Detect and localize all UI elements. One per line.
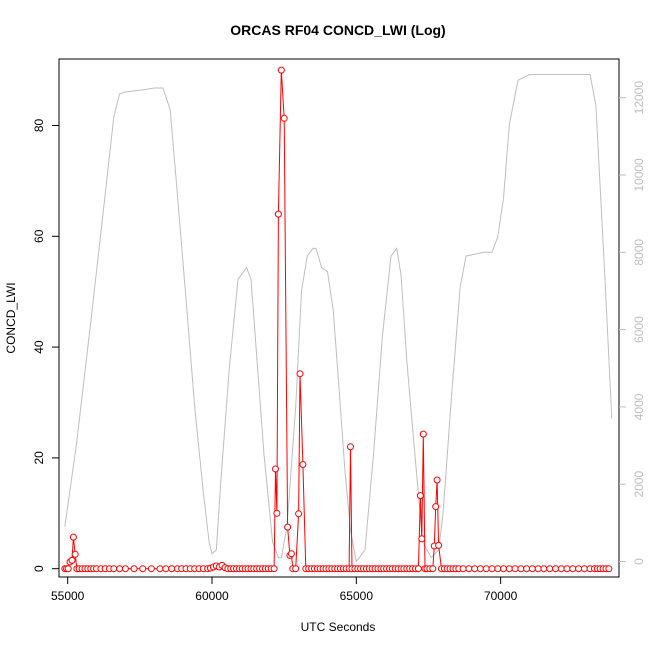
data-point [116,565,124,573]
data-point [280,114,288,122]
data-point [500,565,507,573]
y2-tick-label: 10000 [632,158,646,192]
data-point [110,565,118,573]
data-point [347,443,354,451]
data-point [605,565,613,573]
data-point [270,565,278,573]
concd-lwi-series-line [64,70,609,570]
y2-tick-label: 4000 [632,393,646,420]
data-point [552,565,559,573]
data-point [273,509,281,517]
data-point [505,565,513,573]
data-point [435,541,443,549]
data-point [272,465,279,473]
x-tick-label: 70000 [484,589,518,603]
data-point [528,565,536,573]
y2-tick-label: 12000 [632,81,646,115]
y-tick-label: 20 [32,451,46,465]
data-point [476,565,484,573]
y2-axis: 0 2000 4000 6000 8000 10000 12000 [619,81,646,565]
data-point [274,210,282,218]
data-point [511,565,519,573]
plot-frame [58,58,620,578]
data-point [130,565,138,573]
y-tick-label: 80 [32,118,46,132]
data-point [284,523,292,531]
y-tick-label: 0 [32,565,46,572]
altitude-series-line [64,74,613,563]
data-point [139,565,147,573]
y-axis-label: CONCD_LWI [4,282,18,353]
y2-tick-label: 0 [632,558,646,565]
data-point [432,503,440,511]
data-point [569,565,577,573]
data-point [162,565,170,573]
data-point [546,565,554,573]
x-axis-label: UTC Seconds [301,620,376,634]
x-tick-label: 65000 [340,589,374,603]
data-point [156,565,164,573]
data-point [64,565,72,573]
data-point [580,565,588,573]
data-point [563,565,571,573]
data-point [292,565,300,573]
data-point [575,565,583,573]
data-point [418,535,426,543]
data-point [295,510,303,518]
data-point [419,430,427,438]
data-point [433,476,441,484]
data-point [416,492,424,500]
data-point [557,565,565,573]
chart-title: ORCAS RF04 CONCD_LWI (Log) [230,22,445,38]
data-point [68,556,76,564]
data-point [299,461,307,468]
data-point [147,565,155,573]
data-point [69,533,77,541]
data-point [534,565,542,573]
data-point [540,565,548,573]
data-point [429,565,437,573]
data-point [482,565,490,573]
y-axis: 0 20 40 60 80 [32,118,59,572]
data-point [121,565,129,573]
data-point [465,565,473,573]
plot-series [61,66,613,573]
x-axis: 55000 60000 65000 70000 [51,577,518,603]
data-point [488,565,496,573]
data-point [287,550,295,558]
data-point [296,370,304,378]
y2-tick-label: 2000 [632,471,646,498]
y-tick-label: 60 [32,229,46,243]
data-point [459,565,467,573]
data-point [71,550,79,558]
y-tick-label: 40 [32,340,46,354]
data-point [414,565,422,573]
x-tick-label: 60000 [195,589,229,603]
data-point [517,565,525,573]
data-point [277,66,285,74]
y2-tick-label: 6000 [632,316,646,343]
x-tick-label: 55000 [51,589,85,603]
data-point [523,565,531,573]
data-point [471,565,479,573]
y2-tick-label: 8000 [632,239,646,266]
data-point [494,565,502,573]
data-point [168,565,176,573]
